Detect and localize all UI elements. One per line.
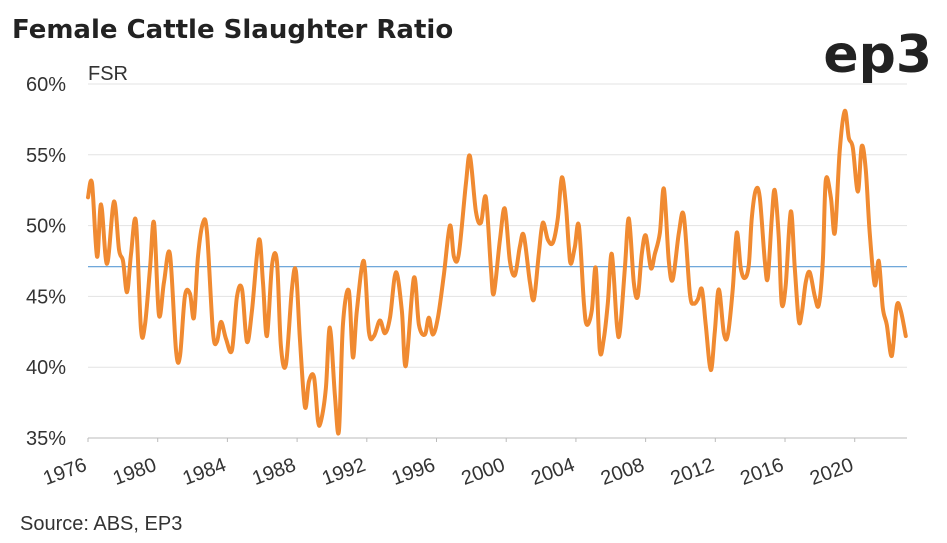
x-tick-label: 2000 — [459, 454, 508, 490]
y-tick-label: 55% — [26, 145, 66, 167]
x-tick-label: 2004 — [528, 454, 577, 490]
x-tick-label: 1984 — [180, 454, 229, 490]
source: Source: ABS, EP3 — [20, 513, 182, 535]
y-tick-label: 60% — [26, 74, 66, 96]
x-tick-label: 1988 — [249, 454, 298, 490]
logo: ep3 — [823, 25, 932, 85]
chart-title: Female Cattle Slaughter Ratio — [12, 15, 453, 45]
y-tick-label: 50% — [26, 216, 66, 238]
y-tick-label: 40% — [26, 357, 66, 379]
x-tick-label: 1992 — [319, 454, 368, 490]
x-tick-label: 1996 — [389, 454, 438, 490]
x-tick-label: 2020 — [807, 454, 856, 490]
x-tick-label: 1980 — [110, 454, 159, 490]
x-tick-label: 1976 — [40, 454, 89, 490]
y-tick-label: 45% — [26, 286, 66, 308]
line-series — [86, 108, 908, 436]
x-tick-label: 2016 — [737, 454, 786, 490]
y-axis-label: FSR — [88, 63, 128, 85]
x-tick-label: 2012 — [668, 454, 717, 490]
y-tick-label: 35% — [26, 428, 66, 450]
x-tick-label: 2008 — [598, 454, 647, 490]
